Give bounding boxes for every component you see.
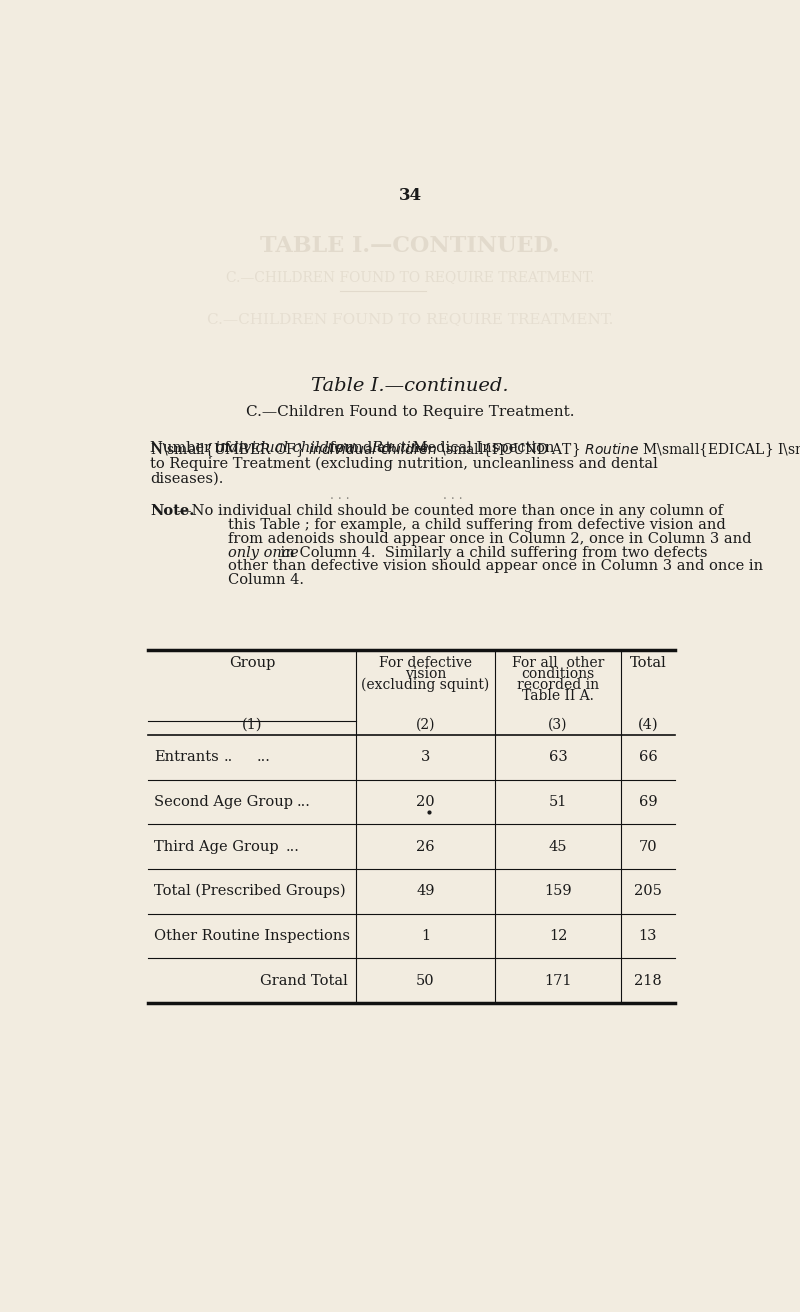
Text: Table I.—continued.: Table I.—continued.: [311, 377, 509, 395]
Text: (2): (2): [416, 718, 435, 732]
Text: recorded in: recorded in: [517, 678, 599, 691]
Text: 70: 70: [638, 840, 658, 854]
Text: diseases).: diseases).: [150, 471, 224, 485]
Text: 51: 51: [549, 795, 567, 810]
Text: found at: found at: [325, 441, 396, 455]
Text: ..: ..: [224, 750, 234, 765]
Text: 205: 205: [634, 884, 662, 899]
Text: 1: 1: [421, 929, 430, 943]
Text: this Table ; for example, a child suffering from defective vision and: this Table ; for example, a child suffer…: [228, 518, 726, 531]
Text: 66: 66: [638, 750, 658, 765]
Text: other than defective vision should appear once in Column 3 and once in: other than defective vision should appea…: [228, 559, 763, 573]
Text: For all  other: For all other: [512, 656, 604, 670]
Text: 49: 49: [416, 884, 434, 899]
Text: 159: 159: [544, 884, 572, 899]
Text: Third Age Group: Third Age Group: [154, 840, 279, 854]
Text: C.—CHILDREN FOUND TO REQUIRE TREATMENT.: C.—CHILDREN FOUND TO REQUIRE TREATMENT.: [207, 312, 613, 327]
Text: vision: vision: [405, 668, 446, 681]
Text: 13: 13: [638, 929, 657, 943]
Text: 26: 26: [416, 840, 435, 854]
Text: C.—CHILDREN FOUND TO REQUIRE TREATMENT.: C.—CHILDREN FOUND TO REQUIRE TREATMENT.: [226, 270, 594, 283]
Text: Column 4.: Column 4.: [228, 573, 304, 588]
Text: 12: 12: [549, 929, 567, 943]
Text: . . .: . . .: [443, 488, 462, 501]
Text: 3: 3: [421, 750, 430, 765]
Text: 34: 34: [398, 186, 422, 203]
Text: (1): (1): [242, 718, 262, 732]
Text: Number of: Number of: [150, 441, 235, 455]
Text: ...: ...: [297, 795, 310, 810]
Text: . . .: . . .: [330, 488, 350, 501]
Text: to Require Treatment (excluding nutrition, uncleanliness and dental: to Require Treatment (excluding nutritio…: [150, 457, 658, 471]
Text: Total: Total: [630, 656, 666, 670]
Text: (3): (3): [548, 718, 568, 732]
Text: Routine: Routine: [371, 441, 429, 455]
Text: —No individual child should be counted more than once in any column of: —No individual child should be counted m…: [177, 504, 722, 518]
Text: ...: ...: [286, 840, 299, 854]
Text: TABLE I.—CONTINUED.: TABLE I.—CONTINUED.: [260, 235, 560, 257]
Text: N\small{UMBER OF} $\mathit{individual\ children}$ \small{FOUND AT} $\mathit{Rout: N\small{UMBER OF} $\mathit{individual\ c…: [150, 441, 800, 459]
Text: Other Routine Inspections: Other Routine Inspections: [154, 929, 350, 943]
Text: Note.: Note.: [150, 504, 194, 518]
Text: only once: only once: [228, 546, 298, 559]
Text: Entrants: Entrants: [154, 750, 219, 765]
Text: conditions: conditions: [522, 668, 594, 681]
Text: 20: 20: [416, 795, 435, 810]
Text: from adenoids should appear once in Column 2, once in Column 3 and: from adenoids should appear once in Colu…: [228, 531, 751, 546]
Text: 171: 171: [544, 974, 572, 988]
Text: 218: 218: [634, 974, 662, 988]
Text: Total (Prescribed Groups): Total (Prescribed Groups): [154, 884, 346, 899]
Text: in Column 4.  Similarly a child suffering from two defects: in Column 4. Similarly a child suffering…: [276, 546, 707, 559]
Text: (4): (4): [638, 718, 658, 732]
Text: 63: 63: [549, 750, 567, 765]
Text: ...: ...: [257, 750, 270, 765]
Text: Medical Inspection: Medical Inspection: [408, 441, 554, 455]
Text: 45: 45: [549, 840, 567, 854]
Text: For defective: For defective: [379, 656, 472, 670]
Text: C.—Children Found to Require Treatment.: C.—Children Found to Require Treatment.: [246, 405, 574, 420]
Text: 50: 50: [416, 974, 435, 988]
Text: Table II A.: Table II A.: [522, 689, 594, 703]
Text: individual children: individual children: [214, 441, 354, 455]
Text: 69: 69: [638, 795, 658, 810]
Text: Group: Group: [229, 656, 275, 670]
Text: Second Age Group: Second Age Group: [154, 795, 294, 810]
Text: Grand Total: Grand Total: [260, 974, 348, 988]
Text: (excluding squint): (excluding squint): [362, 678, 490, 693]
